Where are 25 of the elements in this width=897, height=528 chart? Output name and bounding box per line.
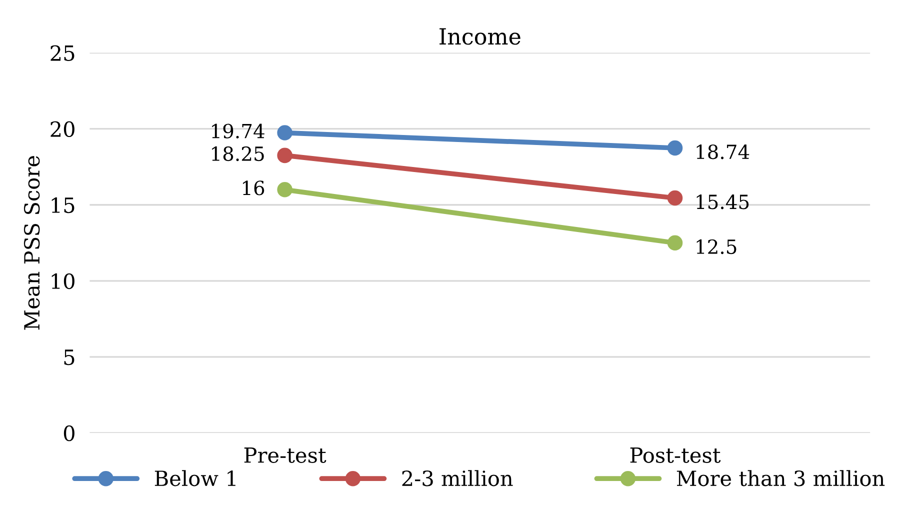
legend-label: Below 1 xyxy=(154,470,236,486)
legend-label: More than 3 million xyxy=(676,470,885,486)
point xyxy=(277,148,292,164)
y-axis-title: Mean PSS Score xyxy=(24,156,40,330)
point xyxy=(667,140,683,156)
point xyxy=(667,235,683,251)
legend-label: 2-3 million xyxy=(402,470,513,486)
y-tick-label: 25 xyxy=(50,45,74,62)
point xyxy=(277,125,292,140)
y-tick-label: 10 xyxy=(52,273,74,290)
y-tick-label: 15 xyxy=(52,197,74,214)
y-tick-label: 20 xyxy=(50,121,74,138)
point xyxy=(667,190,683,206)
chart-title: Income xyxy=(440,28,520,45)
data-label: 18.25 xyxy=(212,146,264,162)
data-label: 18.74 xyxy=(696,144,750,160)
y-tick-label: 0 xyxy=(64,425,74,442)
y-tick-label: 5 xyxy=(64,350,74,366)
data-label: 16 xyxy=(242,180,264,196)
x-tick-label: Post-test xyxy=(630,447,721,463)
data-label: 15.45 xyxy=(696,194,749,210)
x-tick-label: Pre-test xyxy=(244,447,326,463)
data-label: 12.5 xyxy=(696,239,736,254)
data-label: 19.74 xyxy=(212,124,264,138)
point xyxy=(277,182,292,198)
